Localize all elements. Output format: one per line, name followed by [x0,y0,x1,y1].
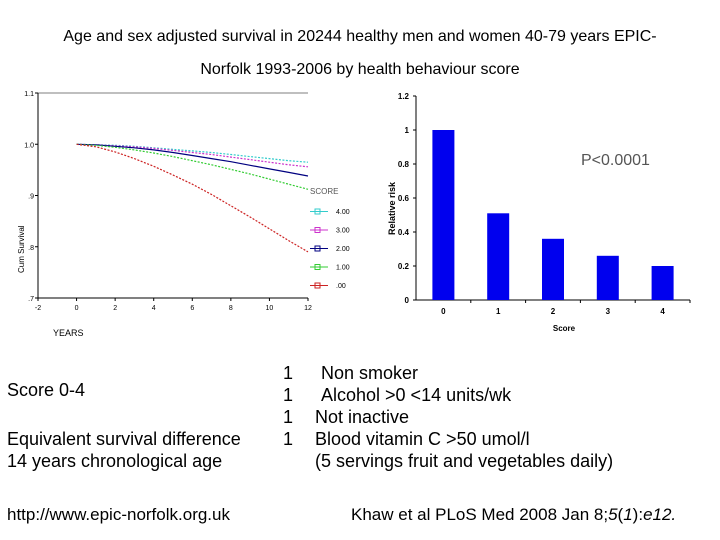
survival-y-tick-label: 1.0 [24,142,34,149]
citation-page: e12. [643,505,677,524]
survival-x-tick-label: 2 [113,305,117,312]
rr-x-tick-label: 3 [606,307,611,316]
survival-legend-label: .00 [336,283,346,290]
survival-x-tick-label: 4 [152,305,156,312]
behaviour-fruit-veg: (5 servings fruit and vegetables daily) [315,451,614,471]
rr-bar-score-2 [542,238,564,300]
survival-line-score-1-00 [76,143,309,190]
survival-legend-title: SCORE [310,187,338,196]
behaviour-vitamin-c: Blood vitamin C >50 umol/l [315,429,530,449]
survival-legend-label: 4.00 [336,209,350,216]
citation: Khaw et al PLoS Med 2008 Jan 8;5(1):e12. [351,505,676,525]
survival-chart: 1.1 1.0 .9 .8 .7 -2 0 2 4 6 8 10 12 Cum Survival YE… [17,91,350,338]
survival-y-tick-label: .7 [28,296,34,303]
citation-volume: 5 [608,505,618,524]
survival-x-label: YEARS [53,328,84,338]
title-line-2: Norfolk 1993-2006 by health behaviour sc… [200,61,520,78]
rr-x-tick-label: 2 [551,307,556,316]
score-one-3: 1 [283,407,294,427]
rr-p-value: P<0.0001 [581,152,650,169]
rr-y-label: Relative risk [387,181,397,235]
citation-issue: 1 [623,505,633,524]
score-one-2: 1 [283,385,294,405]
equiv-line-1: Equivalent survival difference [7,429,241,449]
rr-y-tick-label: 0.2 [398,262,410,271]
rr-x-tick-label: 4 [660,307,665,316]
survival-x-tick-label: 10 [266,305,274,312]
survival-y-label: Cum Survival [17,225,26,273]
survival-legend-label: 3.00 [336,228,350,235]
survival-y-tick-label: 1.1 [24,91,34,98]
rr-y-tick-label: 0.6 [398,194,410,203]
rr-x-tick-label: 0 [441,307,446,316]
citation-prefix: Khaw et al PLoS Med 2008 Jan 8; [351,505,609,524]
rr-bar-score-3 [596,255,619,300]
rr-y-tick-label: 0.8 [398,160,410,169]
citation-issue-open: ( [617,505,624,524]
survival-x-tick-label: 0 [75,305,79,312]
rr-x-tick-label: 1 [496,307,501,316]
rr-bar-score-1 [487,213,510,300]
survival-legend-label: 1.00 [336,265,350,272]
equiv-line-2: 14 years chronological age [7,451,223,471]
survival-x-tick-label: 6 [190,305,194,312]
survival-line-score-2-00 [76,143,309,177]
survival-y-tick-label: .9 [28,194,34,201]
rr-bar-score-0 [432,130,455,300]
survival-line-score-4-00 [76,143,309,163]
survival-x-tick-label: 12 [304,305,312,312]
footer-url: http://www.epic-norfolk.org.uk [7,505,230,524]
rr-y-tick-label: 1.2 [398,92,410,101]
rr-bar-score-4 [651,266,674,300]
score-label: Score 0-4 [7,380,86,400]
survival-y-tick-label: .8 [28,245,34,252]
behaviour-not-inactive: Not inactive [315,407,410,427]
rr-y-tick-label: 0 [405,296,410,305]
rr-x-label: Score [553,324,576,333]
rr-y-tick-label: 0.4 [398,228,410,237]
relative-risk-chart: Relative risk 0 0.2 0.4 0.6 0.8 1 1.2 0 1 2 3 4 Sc… [387,92,691,333]
behaviour-alcohol: Alcohol >0 <14 units/wk [321,385,512,405]
behaviour-non-smoker: Non smoker [321,363,419,383]
score-one-4: 1 [283,429,294,449]
citation-issue-close: ): [632,505,644,524]
rr-y-tick-label: 1 [405,126,410,135]
title-line-1: Age and sex adjusted survival in 20244 h… [63,28,657,45]
survival-legend-label: 2.00 [336,246,350,253]
survival-x-tick-label: -2 [35,305,41,312]
survival-line-score--00 [76,143,309,253]
survival-x-tick-label: 8 [229,305,233,312]
score-one-1: 1 [283,363,294,383]
